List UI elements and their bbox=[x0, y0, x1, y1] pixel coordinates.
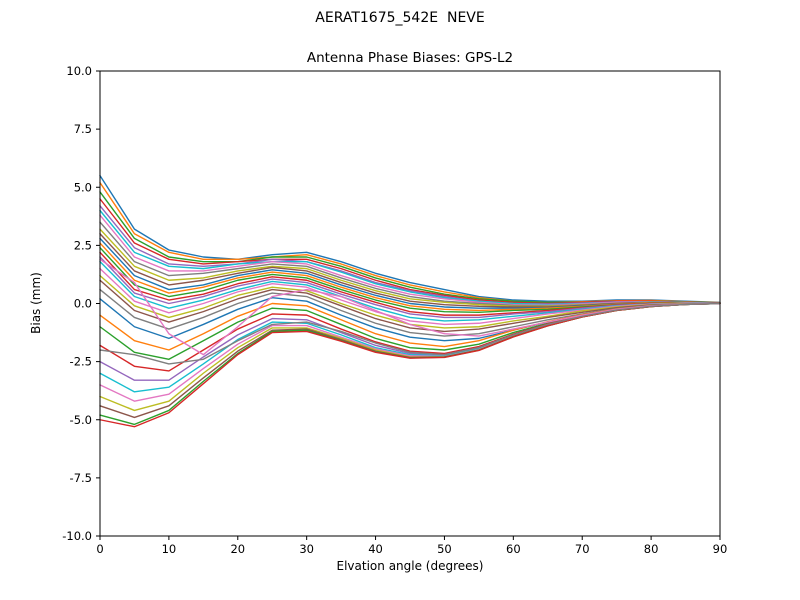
x-tick-label: 50 bbox=[437, 542, 452, 556]
x-tick-label: 60 bbox=[506, 542, 521, 556]
figure-title: AERAT1675_542E NEVE bbox=[315, 10, 485, 26]
series-line bbox=[99, 221, 721, 307]
x-tick-label: 0 bbox=[96, 542, 103, 556]
x-tick-label: 80 bbox=[644, 542, 659, 556]
x-tick-label: 10 bbox=[162, 542, 177, 556]
series-line bbox=[99, 181, 721, 304]
y-tick-label: -7.5 bbox=[70, 471, 92, 485]
y-tick-label: 2.5 bbox=[74, 238, 92, 252]
series-line bbox=[99, 279, 721, 333]
y-tick-label: -2.5 bbox=[70, 355, 92, 369]
x-tick-label: 20 bbox=[230, 542, 245, 556]
y-tick-label: 0.0 bbox=[74, 297, 92, 311]
y-axis-label: Bias (mm) bbox=[29, 272, 43, 334]
y-tick-label: -5.0 bbox=[70, 413, 92, 427]
x-tick-label: 30 bbox=[299, 542, 314, 556]
y-tick-label: 10.0 bbox=[66, 64, 92, 78]
series-line bbox=[99, 302, 721, 428]
series-line bbox=[99, 302, 721, 365]
y-tick-label: 5.0 bbox=[74, 180, 92, 194]
y-tick-label: 7.5 bbox=[74, 122, 92, 136]
x-tick-label: 90 bbox=[713, 542, 728, 556]
x-axis-label: Elvation angle (degrees) bbox=[336, 559, 484, 573]
x-tick-label: 70 bbox=[575, 542, 590, 556]
axes-title: Antenna Phase Biases: GPS-L2 bbox=[306, 50, 514, 66]
x-tick-label: 40 bbox=[368, 542, 383, 556]
y-tick-label: -10.0 bbox=[62, 529, 92, 543]
series-line bbox=[99, 174, 721, 304]
